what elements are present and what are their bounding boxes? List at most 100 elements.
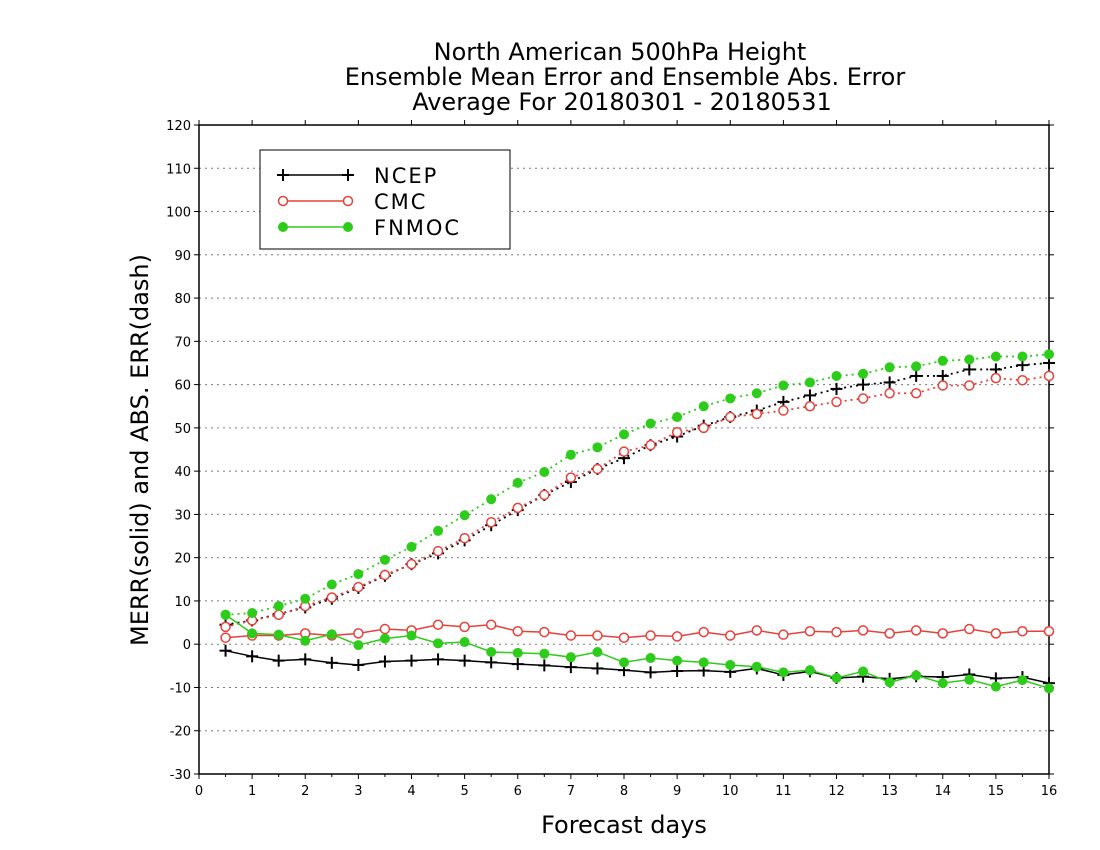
fnmoc-merr-point (326, 629, 337, 640)
ncep-merr-point (299, 653, 312, 666)
fnmoc-abs-err-point (964, 354, 975, 365)
fnmoc-abs-err-point (725, 393, 736, 404)
y-tick-label: 100 (166, 206, 191, 221)
fnmoc-merr-point (433, 638, 444, 649)
fnmoc-abs-err-point (884, 362, 895, 373)
fnmoc-abs-err-point (778, 380, 789, 391)
x-tick-label: 13 (881, 784, 898, 799)
legend-label: NCEP (374, 164, 438, 188)
cmc-merr-point (990, 628, 1002, 639)
cmc-abs-err-point (592, 463, 603, 475)
cmc-merr-point (804, 625, 816, 637)
fnmoc-abs-err-point (379, 554, 390, 565)
cmc-merr-point (459, 621, 470, 633)
ncep-abs-err-point (803, 389, 816, 402)
cmc-merr-point (751, 625, 763, 636)
fnmoc-abs-err-point (539, 466, 550, 477)
y-tick-label: -20 (170, 725, 191, 740)
y-tick-label: 120 (166, 119, 191, 134)
cmc-merr-point (512, 625, 523, 637)
cmc-merr-point (778, 629, 789, 640)
ncep-merr-point (644, 666, 657, 679)
cmc-abs-err-point (725, 411, 736, 423)
fnmoc-abs-err-point (353, 569, 364, 580)
cmc-merr-point (910, 625, 922, 636)
fnmoc-merr-point (1017, 675, 1028, 686)
x-tick-label: 16 (1041, 784, 1058, 799)
ncep-abs-err-point (963, 363, 976, 376)
fnmoc-abs-err-point (672, 412, 683, 423)
chart-title-line-2: Ensemble Mean Error and Ensemble Abs. Er… (345, 63, 906, 91)
fnmoc-abs-err-point (433, 525, 444, 536)
fnmoc-merr-point (539, 648, 550, 659)
y-tick-label: 30 (174, 508, 191, 523)
cmc-abs-err-point (353, 581, 364, 593)
cmc-abs-err-line (225, 375, 1050, 628)
ncep-merr-point (378, 655, 391, 668)
cmc-abs-err-point (379, 569, 391, 581)
y-tick-label: 60 (174, 379, 191, 394)
fnmoc-merr-point (1044, 683, 1054, 694)
cmc-abs-err-point (485, 516, 497, 528)
fnmoc-abs-err-point (1017, 351, 1028, 362)
fnmoc-merr-point (831, 672, 842, 683)
fnmoc-abs-err-point (459, 510, 470, 521)
ncep-merr-point (352, 658, 365, 671)
cmc-abs-err-point (698, 422, 709, 434)
ncep-merr-point (219, 644, 232, 657)
ncep-merr-point (671, 665, 684, 678)
cmc-abs-err-point (220, 621, 231, 633)
cmc-abs-err-point (512, 502, 523, 514)
fnmoc-merr-point (964, 674, 975, 685)
fnmoc-abs-err-point (831, 370, 842, 381)
fnmoc-abs-err-point (619, 429, 629, 440)
y-tick-label: 20 (174, 552, 191, 567)
cmc-abs-err-point (459, 532, 470, 544)
cmc-abs-err-point (671, 426, 683, 438)
fnmoc-abs-err-line (225, 353, 1050, 616)
fnmoc-merr-point (937, 678, 948, 689)
legend-label: FNMOC (374, 216, 461, 240)
fnmoc-abs-err-point (645, 418, 656, 429)
fnmoc-merr-point (565, 652, 576, 663)
fnmoc-merr-point (619, 657, 629, 668)
ncep-abs-err-point (830, 382, 843, 395)
cmc-abs-err-point (857, 393, 869, 404)
fnmoc-merr-point (778, 667, 789, 678)
legend-marker (277, 169, 289, 181)
x-tick-label: 5 (460, 784, 468, 799)
x-tick-label: 10 (722, 784, 739, 799)
fnmoc-merr-point (379, 633, 390, 644)
y-tick-label: 110 (166, 162, 191, 177)
y-tick-label: 80 (174, 292, 191, 307)
fnmoc-abs-err-point (565, 449, 576, 460)
ncep-abs-err-point (936, 369, 949, 382)
cmc-merr-point (220, 632, 231, 643)
legend-marker (277, 195, 289, 207)
series-layer (219, 349, 1055, 694)
cmc-abs-err-point (1017, 375, 1028, 386)
ncep-abs-err-line (225, 362, 1050, 626)
fnmoc-merr-point (804, 665, 815, 676)
x-tick-label: 8 (620, 784, 628, 799)
ncep-merr-point (325, 656, 338, 669)
legend-item-fnmoc: FNMOC (278, 216, 461, 240)
fnmoc-merr-point (645, 653, 656, 664)
cmc-abs-err-point (884, 388, 895, 399)
legend-item-cmc: CMC (277, 190, 425, 214)
ncep-merr-point (405, 654, 418, 667)
x-tick-label: 11 (775, 784, 792, 799)
fnmoc-merr-point (751, 661, 762, 672)
y-tick-label: -10 (170, 681, 191, 696)
cmc-merr-point (618, 632, 630, 643)
cmc-merr-point (937, 628, 948, 639)
ncep-merr-point (272, 654, 285, 667)
chart-title-line-1: North American 500hPa Height (434, 38, 807, 66)
cmc-merr-point (353, 628, 364, 639)
fnmoc-abs-err-point (273, 601, 284, 612)
cmc-abs-err-point (539, 489, 550, 501)
y-tick-label: -30 (170, 768, 191, 783)
fnmoc-merr-point (459, 637, 470, 648)
cmc-merr-point (1017, 625, 1028, 637)
